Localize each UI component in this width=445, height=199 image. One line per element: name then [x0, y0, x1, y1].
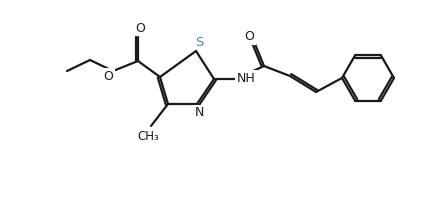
Text: N: N	[194, 106, 204, 120]
Text: S: S	[195, 35, 203, 49]
Text: O: O	[103, 69, 113, 83]
Text: O: O	[244, 30, 254, 44]
Text: CH₃: CH₃	[137, 130, 159, 142]
Text: NH: NH	[237, 71, 255, 85]
Text: O: O	[135, 21, 145, 34]
